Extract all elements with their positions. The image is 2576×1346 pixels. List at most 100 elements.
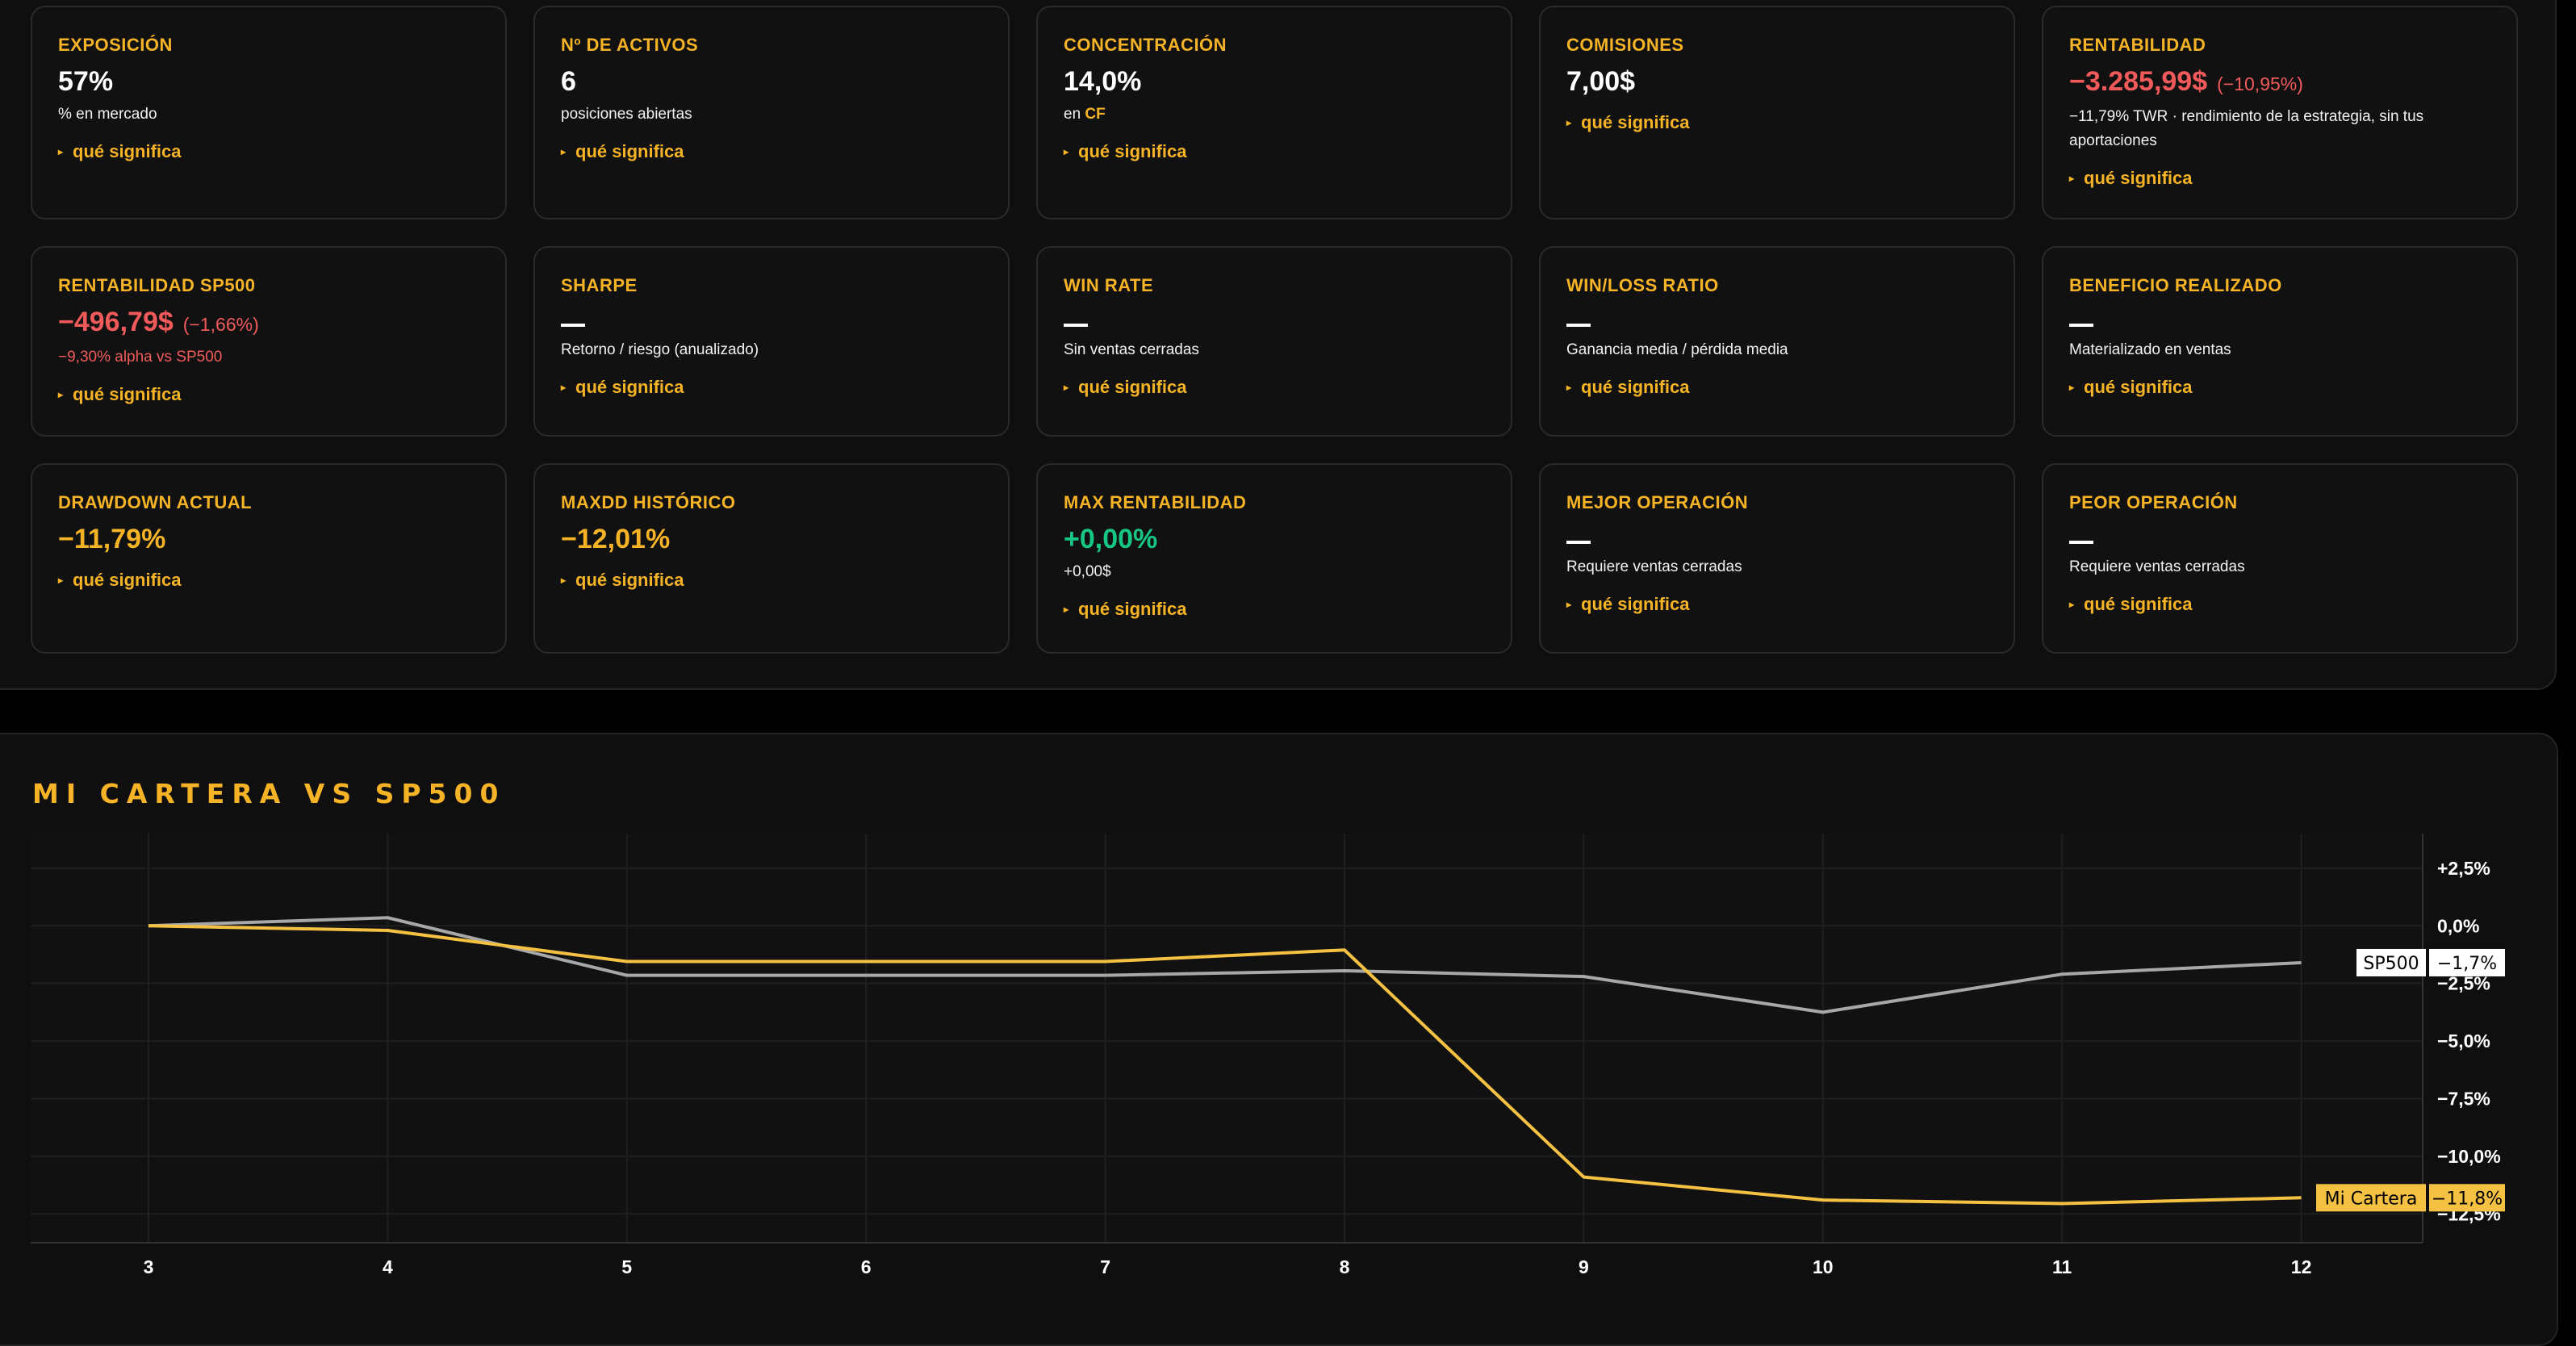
metric-value: 6	[561, 65, 982, 98]
info-toggle-label: qué significa	[1581, 112, 1690, 132]
triangle-right-icon: ▸	[58, 146, 64, 157]
metric-value: −12,01%	[561, 523, 982, 555]
info-toggle-link[interactable]: ▸ qué significa	[58, 384, 479, 405]
metric-value: 57%	[58, 65, 479, 98]
x-tick-label: 10	[1813, 1256, 1834, 1277]
info-toggle-link[interactable]: ▸ qué significa	[2069, 594, 2490, 615]
metric-description: −9,30% alpha vs SP500	[58, 349, 223, 366]
info-toggle-label: qué significa	[73, 384, 182, 404]
metric-label: CONCENTRACIÓN	[1064, 35, 1227, 55]
metric-description: Retorno / riesgo (anualizado)	[561, 341, 759, 358]
metric-label: EXPOSICIÓN	[58, 35, 173, 55]
metric-value-main: 6	[561, 66, 576, 97]
metric-card: MAXDD HISTÓRICO −12,01% ▸ qué significa	[533, 463, 1010, 654]
empty-value-dash	[2069, 541, 2093, 544]
info-toggle-link[interactable]: ▸ qué significa	[1064, 141, 1485, 162]
metric-description: Ganancia media / pérdida media	[1566, 341, 1788, 358]
y-tick-label: 0,0%	[2437, 915, 2479, 936]
triangle-right-icon: ▸	[1064, 146, 1069, 157]
metric-label: Nº DE ACTIVOS	[561, 35, 699, 55]
series-value-tag: −1,7%	[2437, 954, 2497, 974]
metric-value: −496,79$ (−1,66%)	[58, 306, 479, 341]
triangle-right-icon: ▸	[1064, 604, 1069, 615]
metric-card: WIN/LOSS RATIO Ganancia media / pérdida m…	[1539, 246, 2015, 437]
info-toggle-link[interactable]: ▸ qué significa	[561, 141, 982, 162]
metric-card: BENEFICIO REALIZADO Materializado en vent…	[2042, 246, 2518, 437]
metric-description: Requiere ventas cerradas	[2069, 558, 2245, 575]
comparison-chart[interactable]: +2,5%0,0%−2,5%−5,0%−7,5%−10,0%−12,5%3 4 5 6…	[0, 0, 2576, 1302]
triangle-right-icon: ▸	[561, 382, 567, 393]
metric-card: CONCENTRACIÓN 14,0% en CF ▸ qué significa	[1036, 6, 1512, 219]
x-tick-label: 5	[621, 1256, 632, 1277]
y-tick-label: −2,5%	[2437, 973, 2490, 994]
metric-label: RENTABILIDAD SP500	[58, 275, 256, 295]
metric-value-main: −11,79%	[58, 524, 166, 554]
info-toggle-link[interactable]: ▸ qué significa	[1566, 594, 1988, 615]
info-toggle-link[interactable]: ▸ qué significa	[1064, 599, 1485, 620]
metric-card: PEOR OPERACIÓN Requiere ventas cerradas ▸ q…	[2042, 463, 2518, 654]
y-tick-label: +2,5%	[2437, 858, 2490, 879]
metric-value-main: −12,01%	[561, 524, 671, 554]
metric-description: % en mercado	[58, 106, 157, 123]
empty-value-dash	[2069, 324, 2093, 327]
triangle-right-icon: ▸	[2069, 599, 2075, 610]
metric-value-sub: (−1,66%)	[182, 314, 259, 335]
x-tick-label: 3	[144, 1256, 154, 1277]
metric-card: EXPOSICIÓN 57% % en mercado ▸ qué significa	[31, 6, 507, 219]
metric-card: MEJOR OPERACIÓN Requiere ventas cerradas ▸…	[1539, 463, 2015, 654]
info-toggle-link[interactable]: ▸ qué significa	[58, 141, 479, 162]
empty-value-dash	[1064, 324, 1088, 327]
triangle-right-icon: ▸	[1566, 599, 1572, 610]
info-toggle-link[interactable]: ▸ qué significa	[1566, 377, 1988, 398]
info-toggle-link[interactable]: ▸ qué significa	[561, 570, 982, 591]
series-value-tag: −11,8%	[2432, 1189, 2503, 1209]
metric-description: −11,79% TWR · rendimiento de la estrateg…	[2069, 108, 2424, 149]
metric-card: Nº DE ACTIVOS 6 posiciones abiertas ▸ qué si…	[533, 6, 1010, 219]
triangle-right-icon: ▸	[561, 146, 567, 157]
metric-card: MAX RENTABILIDAD +0,00% +0,00$ ▸ qué signifi…	[1036, 463, 1512, 654]
y-tick-label: −7,5%	[2437, 1088, 2490, 1109]
info-toggle-label: qué significa	[2084, 594, 2193, 614]
info-toggle-link[interactable]: ▸ qué significa	[1064, 377, 1485, 398]
series-line-mi-cartera	[148, 924, 2302, 1206]
y-tick-label: −5,0%	[2437, 1030, 2490, 1051]
metric-value-main: +0,00%	[1064, 524, 1158, 554]
triangle-right-icon: ▸	[561, 575, 567, 586]
x-tick-label: 4	[383, 1256, 393, 1277]
metric-description: en CF	[1064, 102, 1485, 127]
metric-label: RENTABILIDAD	[2069, 35, 2206, 55]
metric-description: +0,00$	[1064, 563, 1111, 580]
series-name-tag: Mi Cartera	[2325, 1189, 2418, 1209]
metric-label: SHARPE	[561, 275, 638, 295]
series-name-tag: SP500	[2363, 954, 2419, 974]
metric-value: −3.285,99$ (−10,95%)	[2069, 65, 2490, 100]
info-toggle-label: qué significa	[575, 377, 684, 397]
info-toggle-link[interactable]: ▸ qué significa	[1566, 112, 1988, 133]
metric-card: WIN RATE Sin ventas cerradas ▸ qué signific…	[1036, 246, 1512, 437]
info-toggle-label: qué significa	[2084, 168, 2193, 188]
empty-value-dash	[561, 324, 585, 327]
triangle-right-icon: ▸	[1064, 382, 1069, 393]
metric-label: MAX RENTABILIDAD	[1064, 492, 1247, 512]
info-toggle-link[interactable]: ▸ qué significa	[58, 570, 479, 591]
x-tick-label: 6	[861, 1256, 872, 1277]
metric-card: RENTABILIDAD SP500 −496,79$ (−1,66%) −9,30%…	[31, 246, 507, 437]
metric-value-main: −3.285,99$	[2069, 66, 2208, 97]
info-toggle-link[interactable]: ▸ qué significa	[2069, 377, 2490, 398]
metric-description: Requiere ventas cerradas	[1566, 558, 1742, 575]
metric-description: Sin ventas cerradas	[1064, 341, 1199, 358]
metrics-grid: EXPOSICIÓN 57%% en mercado ▸ qué significa N…	[31, 6, 2518, 654]
x-tick-label: 11	[2052, 1256, 2072, 1277]
triangle-right-icon: ▸	[58, 575, 64, 586]
info-toggle-label: qué significa	[1078, 141, 1187, 161]
info-toggle-link[interactable]: ▸ qué significa	[561, 377, 982, 398]
metric-label: PEOR OPERACIÓN	[2069, 492, 2238, 512]
plot-area	[31, 834, 2423, 1243]
metric-label: COMISIONES	[1566, 35, 1684, 55]
triangle-right-icon: ▸	[2069, 173, 2075, 184]
x-tick-label: 12	[2291, 1256, 2312, 1277]
info-toggle-label: qué significa	[575, 570, 684, 590]
info-toggle-label: qué significa	[1078, 377, 1187, 397]
info-toggle-link[interactable]: ▸ qué significa	[2069, 168, 2490, 189]
ticker-symbol: CF	[1085, 106, 1106, 123]
